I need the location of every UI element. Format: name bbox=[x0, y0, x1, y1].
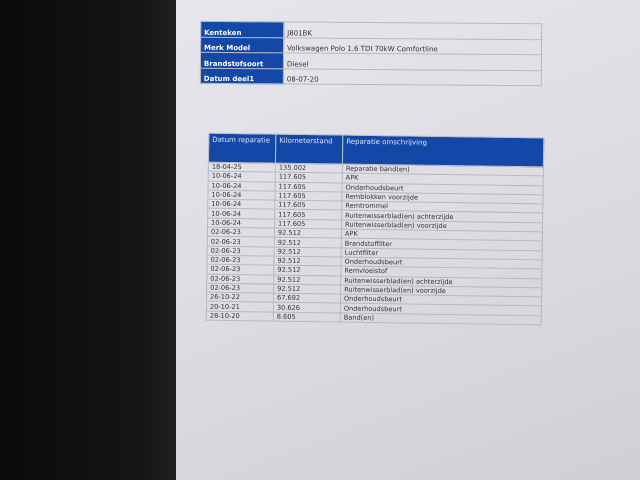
cell-date: 02-06-23 bbox=[206, 255, 275, 266]
info-label: Kenteken bbox=[200, 21, 284, 38]
info-value: J801BK bbox=[283, 21, 542, 40]
header-description: Reparatie omschrijving bbox=[342, 135, 544, 167]
cell-date: 10-06-24 bbox=[207, 217, 275, 229]
cell-mileage: 117.605 bbox=[274, 190, 343, 202]
cell-date: 02-06-23 bbox=[207, 236, 275, 247]
info-value: Diesel bbox=[283, 52, 542, 71]
cell-mileage: 92.512 bbox=[274, 237, 342, 248]
cell-mileage: 117.605 bbox=[274, 209, 342, 220]
cell-mileage: 135.002 bbox=[275, 163, 343, 174]
cell-date: 02-06-23 bbox=[207, 227, 275, 238]
info-row: Brandstofsoort Diesel bbox=[200, 52, 542, 71]
header-date: Datum reparatie bbox=[208, 133, 276, 164]
cell-mileage: 92.512 bbox=[273, 283, 341, 295]
info-label: Datum deel1 bbox=[200, 67, 284, 84]
cell-date: 10-06-24 bbox=[208, 171, 276, 182]
info-label: Merk Model bbox=[200, 36, 284, 53]
cell-mileage: 92.512 bbox=[274, 228, 342, 239]
repair-history-table: Datum reparatie Kilometerstand Reparatie… bbox=[206, 133, 545, 326]
cell-mileage: 92.512 bbox=[273, 265, 341, 276]
cell-date: 20-10-21 bbox=[206, 301, 274, 312]
cell-mileage: 92.512 bbox=[274, 246, 342, 257]
cell-date: 10-06-24 bbox=[208, 180, 276, 191]
cell-date: 26-10-22 bbox=[206, 292, 274, 303]
info-label: Brandstofsoort bbox=[200, 52, 284, 69]
monitor-bezel bbox=[0, 0, 178, 480]
cell-date: 02-06-23 bbox=[206, 283, 274, 294]
cell-date: 02-06-23 bbox=[207, 245, 275, 257]
vehicle-info-table: Kenteken J801BK Merk Model Volkswagen Polo … bbox=[200, 21, 542, 86]
cell-mileage: 8.605 bbox=[273, 311, 341, 323]
header-mileage: Kilometerstand bbox=[275, 134, 343, 165]
info-value: 08-07-20 bbox=[283, 68, 542, 86]
cell-mileage: 117.605 bbox=[275, 181, 343, 192]
cell-description: Band(en) bbox=[340, 312, 542, 325]
cell-date: 18-04-25 bbox=[208, 162, 276, 173]
cell-date: 02-06-23 bbox=[206, 264, 274, 275]
screen: Kenteken J801BK Merk Model Volkswagen Polo … bbox=[176, 0, 640, 480]
cell-mileage: 30.626 bbox=[273, 302, 341, 313]
cell-mileage: 67.692 bbox=[273, 293, 341, 304]
info-value: Volkswagen Polo 1.6 TDI 70kW Comfortline bbox=[283, 37, 542, 55]
cell-mileage: 117.605 bbox=[275, 172, 343, 183]
cell-mileage: 117.605 bbox=[274, 200, 342, 211]
cell-date: 10-06-24 bbox=[207, 208, 275, 219]
cell-date: 28-10-20 bbox=[206, 310, 274, 322]
cell-mileage: 117.605 bbox=[274, 218, 342, 230]
cell-mileage: 92.512 bbox=[273, 274, 341, 285]
cell-date: 10-06-24 bbox=[207, 199, 275, 210]
cell-date: 10-06-24 bbox=[207, 190, 276, 201]
info-row: Datum deel1 08-07-20 bbox=[200, 67, 542, 86]
cell-mileage: 92.512 bbox=[273, 256, 342, 267]
cell-date: 02-06-23 bbox=[206, 273, 274, 284]
table-header-row: Datum reparatie Kilometerstand Reparatie… bbox=[208, 133, 544, 167]
